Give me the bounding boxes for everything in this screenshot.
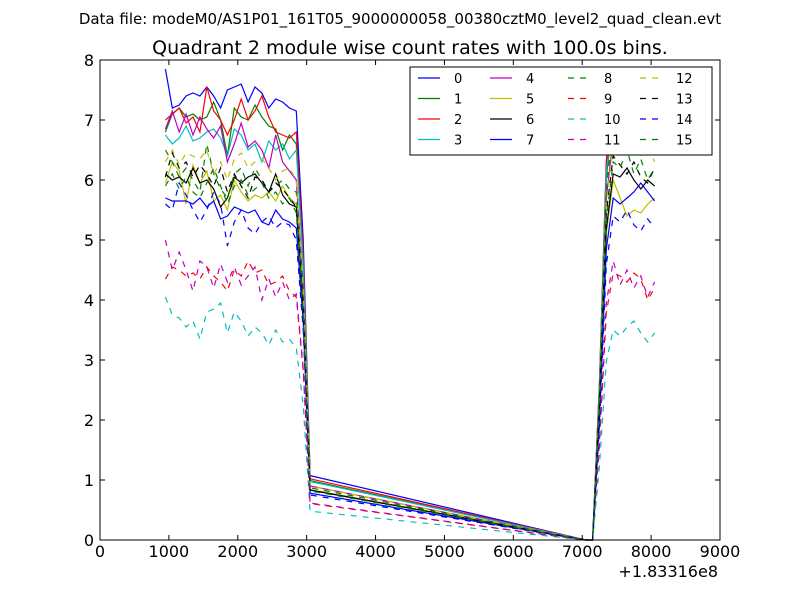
- legend-label-4: 4: [526, 72, 534, 87]
- legend-label-11: 11: [604, 134, 621, 149]
- series-line-3: [164, 107, 656, 541]
- y-tick-label: 2: [84, 411, 94, 430]
- y-tick-label: 1: [84, 471, 94, 490]
- axis-ticks: 0 1000 2000 3000 4000 5000 6000 7000 8000 9000012…: [84, 51, 741, 561]
- series-line-13: [164, 151, 656, 541]
- y-tick-label: 5: [84, 231, 94, 250]
- legend-label-12: 12: [676, 72, 693, 87]
- series-line-14: [165, 181, 656, 541]
- x-tick-label: 6000: [493, 542, 534, 561]
- y-tick-label: 8: [84, 51, 94, 70]
- y-tick-label: 0: [84, 531, 94, 550]
- data-file-label: Data file: modeM0/AS1P01_161T05_90000000…: [79, 10, 721, 29]
- x-tick-label: 8000: [631, 542, 672, 561]
- legend-label-6: 6: [526, 113, 534, 128]
- series-line-10: [164, 296, 656, 541]
- series-line-9: [164, 259, 656, 541]
- legend-label-10: 10: [604, 113, 621, 128]
- legend-frame: [409, 66, 713, 156]
- chart-title: Quadrant 2 module wise count rates with …: [152, 37, 668, 59]
- x-tick-label: 2000: [217, 542, 258, 561]
- series-line-7: [165, 182, 656, 541]
- series-line-15: [164, 148, 656, 541]
- legend-label-13: 13: [676, 93, 693, 108]
- legend-label-14: 14: [676, 113, 693, 128]
- x-tick-label: 1000: [149, 542, 190, 561]
- legend-label-7: 7: [526, 134, 534, 149]
- series-line-6: [165, 166, 655, 541]
- series-line-4: [164, 109, 656, 541]
- x-tick-label: 7000: [562, 542, 603, 561]
- legend-label-2: 2: [454, 113, 462, 128]
- legend-label-1: 1: [454, 93, 462, 108]
- x-offset-label: +1.83316e8: [618, 562, 718, 581]
- series-line-12: [164, 130, 656, 541]
- legend-label-5: 5: [526, 93, 534, 108]
- plot-area: [164, 68, 656, 541]
- series-line-11: [164, 239, 656, 541]
- y-tick-label: 3: [84, 351, 94, 370]
- x-tick-label: 4000: [355, 542, 396, 561]
- legend-label-3: 3: [454, 134, 462, 149]
- x-tick-label: 3000: [286, 542, 327, 561]
- legend-label-9: 9: [604, 93, 612, 108]
- series-line-5: [164, 160, 655, 541]
- legend-label-8: 8: [604, 72, 612, 87]
- y-tick-label: 6: [84, 171, 94, 190]
- y-tick-label: 7: [84, 111, 94, 130]
- x-tick-label: 5000: [424, 542, 465, 561]
- legend-label-0: 0: [454, 72, 462, 87]
- x-tick-label: 9000: [700, 542, 741, 561]
- x-tick-label: 0: [95, 542, 105, 561]
- legend-label-15: 15: [676, 134, 693, 149]
- y-tick-label: 4: [84, 291, 94, 310]
